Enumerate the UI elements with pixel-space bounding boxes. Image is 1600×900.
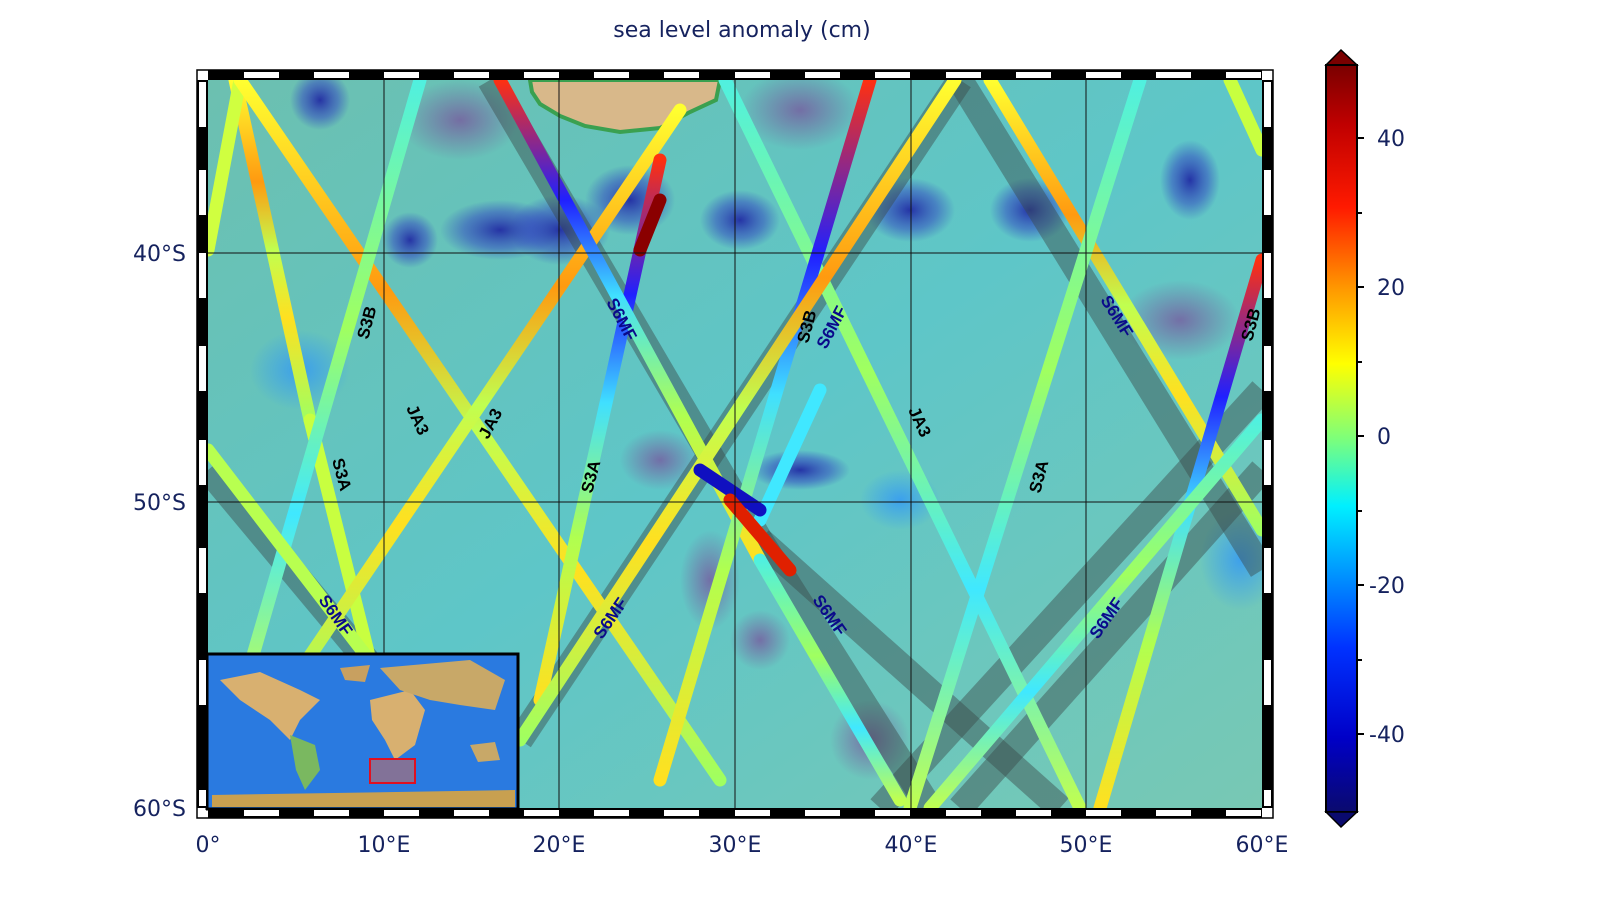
- x-tick-10e: 10°E: [358, 833, 411, 858]
- colorbar-min-arrow: [1324, 811, 1359, 829]
- x-tick-20e: 20°E: [533, 833, 586, 858]
- inset-world-map: [205, 652, 520, 811]
- y-tick-60s: 60°S: [133, 797, 186, 822]
- colorbar-max-arrow: [1324, 48, 1359, 66]
- x-tick-50e: 50°E: [1060, 833, 1113, 858]
- x-tick-60e: 60°E: [1236, 833, 1289, 858]
- y-tick-40s: 40°S: [133, 242, 186, 267]
- x-tick-30e: 30°E: [709, 833, 762, 858]
- map-area: S3B JA3 JA3 S3A S3A S6MF S3B S6MF JA3 S3…: [208, 80, 1262, 808]
- inset-region-box: [369, 758, 416, 784]
- x-tick-40e: 40°E: [885, 833, 938, 858]
- cbar-tick-neg20: -20: [1369, 574, 1405, 599]
- cbar-tick-neg40: -40: [1369, 723, 1405, 748]
- x-axis-labels: 0° 10°E 20°E 30°E 40°E 50°E 60°E: [196, 833, 1289, 858]
- colorbar: 40 20 0 -20 -40: [1324, 48, 1405, 829]
- cbar-tick-20: 20: [1377, 276, 1405, 301]
- y-axis-labels: 40°S 50°S 60°S: [133, 242, 186, 822]
- map-frame: [196, 69, 1274, 819]
- cbar-tick-40: 40: [1377, 127, 1405, 152]
- x-tick-0: 0°: [196, 833, 221, 858]
- y-tick-50s: 50°S: [133, 491, 186, 516]
- chart-title: sea level anomaly (cm): [613, 18, 871, 43]
- cbar-tick-0: 0: [1377, 425, 1391, 450]
